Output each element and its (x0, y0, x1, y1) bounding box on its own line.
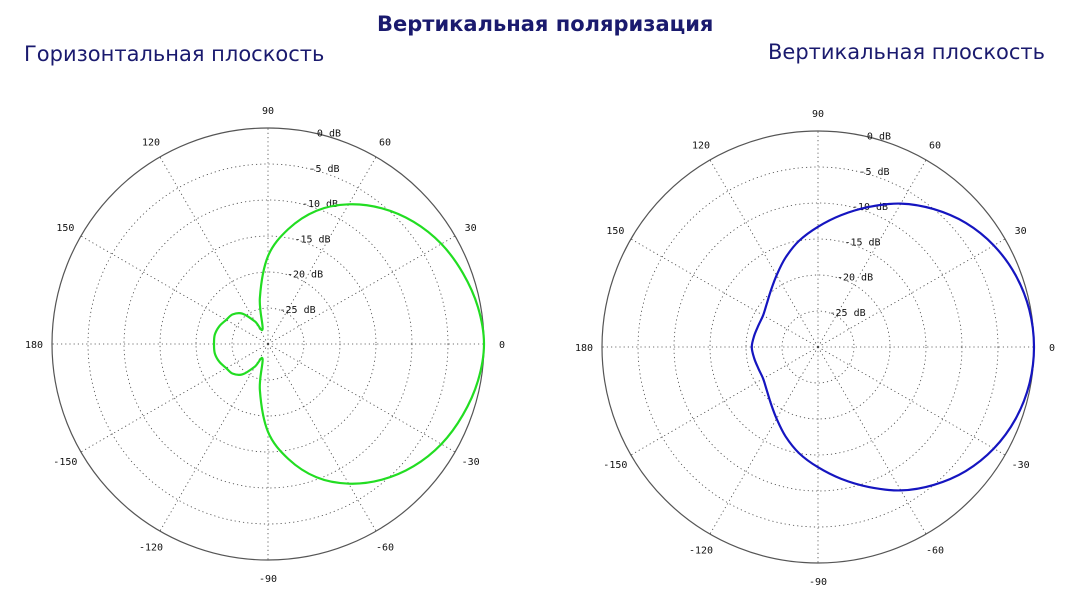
angle-tick-label: 150 (606, 226, 624, 237)
angle-tick-label: -120 (139, 543, 163, 554)
radial-tick-label: -25 dB (279, 305, 315, 316)
angle-grid-spoke (159, 343, 269, 532)
page-title: Вертикальная поляризация (377, 12, 714, 36)
angle-tick-label: 30 (1015, 226, 1027, 237)
angle-tick-label: 90 (812, 109, 824, 120)
angle-tick-label: -120 (689, 546, 713, 557)
angle-tick-label: 60 (929, 140, 941, 151)
angle-tick-label: 180 (575, 343, 593, 354)
angle-grid-spoke (817, 346, 1006, 456)
radial-tick-label: -5 dB (309, 164, 339, 175)
angle-tick-label: -150 (53, 457, 77, 468)
angle-grid-spoke (267, 235, 456, 345)
angle-grid-spoke (267, 156, 377, 345)
radial-grid-ring (231, 307, 305, 381)
angle-grid-spoke (709, 346, 819, 535)
angle-tick-label: 0 (499, 340, 505, 351)
radial-tick-label: -15 dB (294, 234, 330, 245)
angle-grid-spoke (817, 159, 927, 348)
radial-grid-ring (637, 166, 999, 528)
pattern-series-line (212, 203, 486, 485)
angle-tick-label: 120 (692, 140, 710, 151)
angle-tick-label: 30 (465, 223, 477, 234)
angle-tick-label: -90 (809, 577, 827, 588)
angle-tick-label: -30 (1012, 460, 1030, 471)
radial-tick-label: -20 dB (837, 273, 873, 284)
radial-tick-label: -15 dB (844, 237, 880, 248)
angle-grid-spoke (817, 346, 927, 535)
right-chart-title: Вертикальная плоскость (768, 40, 1046, 64)
angle-grid-spoke (817, 238, 1006, 348)
radial-tick-label: -5 dB (859, 167, 889, 178)
angle-grid-spoke (709, 159, 819, 348)
horizontal-plane-polar-chart: 0 30 60 90 120 150 180 -150 -120 -90 -60 -30 0 dB -5 … (25, 106, 505, 585)
angle-grid-spoke (159, 156, 269, 345)
angle-tick-label: 150 (56, 223, 74, 234)
radial-tick-label: -20 dB (287, 270, 323, 281)
angle-grid-spoke (267, 343, 456, 453)
angle-tick-label: 180 (25, 340, 43, 351)
angle-tick-label: 120 (142, 137, 160, 148)
radial-tick-label: 0 dB (867, 132, 891, 143)
angle-tick-label: 60 (379, 137, 391, 148)
angle-tick-label: 90 (262, 106, 274, 117)
left-chart-title: Горизонтальная плоскость (24, 42, 325, 66)
vertical-plane-polar-chart: 0 30 60 90 120 150 180 -150 -120 -90 -60 -30 0 dB -5 … (575, 109, 1055, 588)
radial-grid-ring (709, 238, 927, 456)
radial-tick-label: -25 dB (829, 308, 865, 319)
angle-tick-label: 0 (1049, 343, 1055, 354)
radial-tick-label: 0 dB (317, 129, 341, 140)
radial-grid-ring (159, 235, 377, 453)
angle-tick-label: -60 (376, 543, 394, 554)
angle-tick-label: -30 (462, 457, 480, 468)
radial-grid-ring (781, 310, 855, 384)
radial-grid-ring (87, 163, 449, 525)
radial-tick-label: -10 dB (302, 199, 338, 210)
angle-tick-label: -60 (926, 546, 944, 557)
angle-tick-label: -90 (259, 574, 277, 585)
pattern-series-line (750, 202, 1036, 492)
angle-grid-spoke (267, 343, 377, 532)
angle-tick-label: -150 (603, 460, 627, 471)
